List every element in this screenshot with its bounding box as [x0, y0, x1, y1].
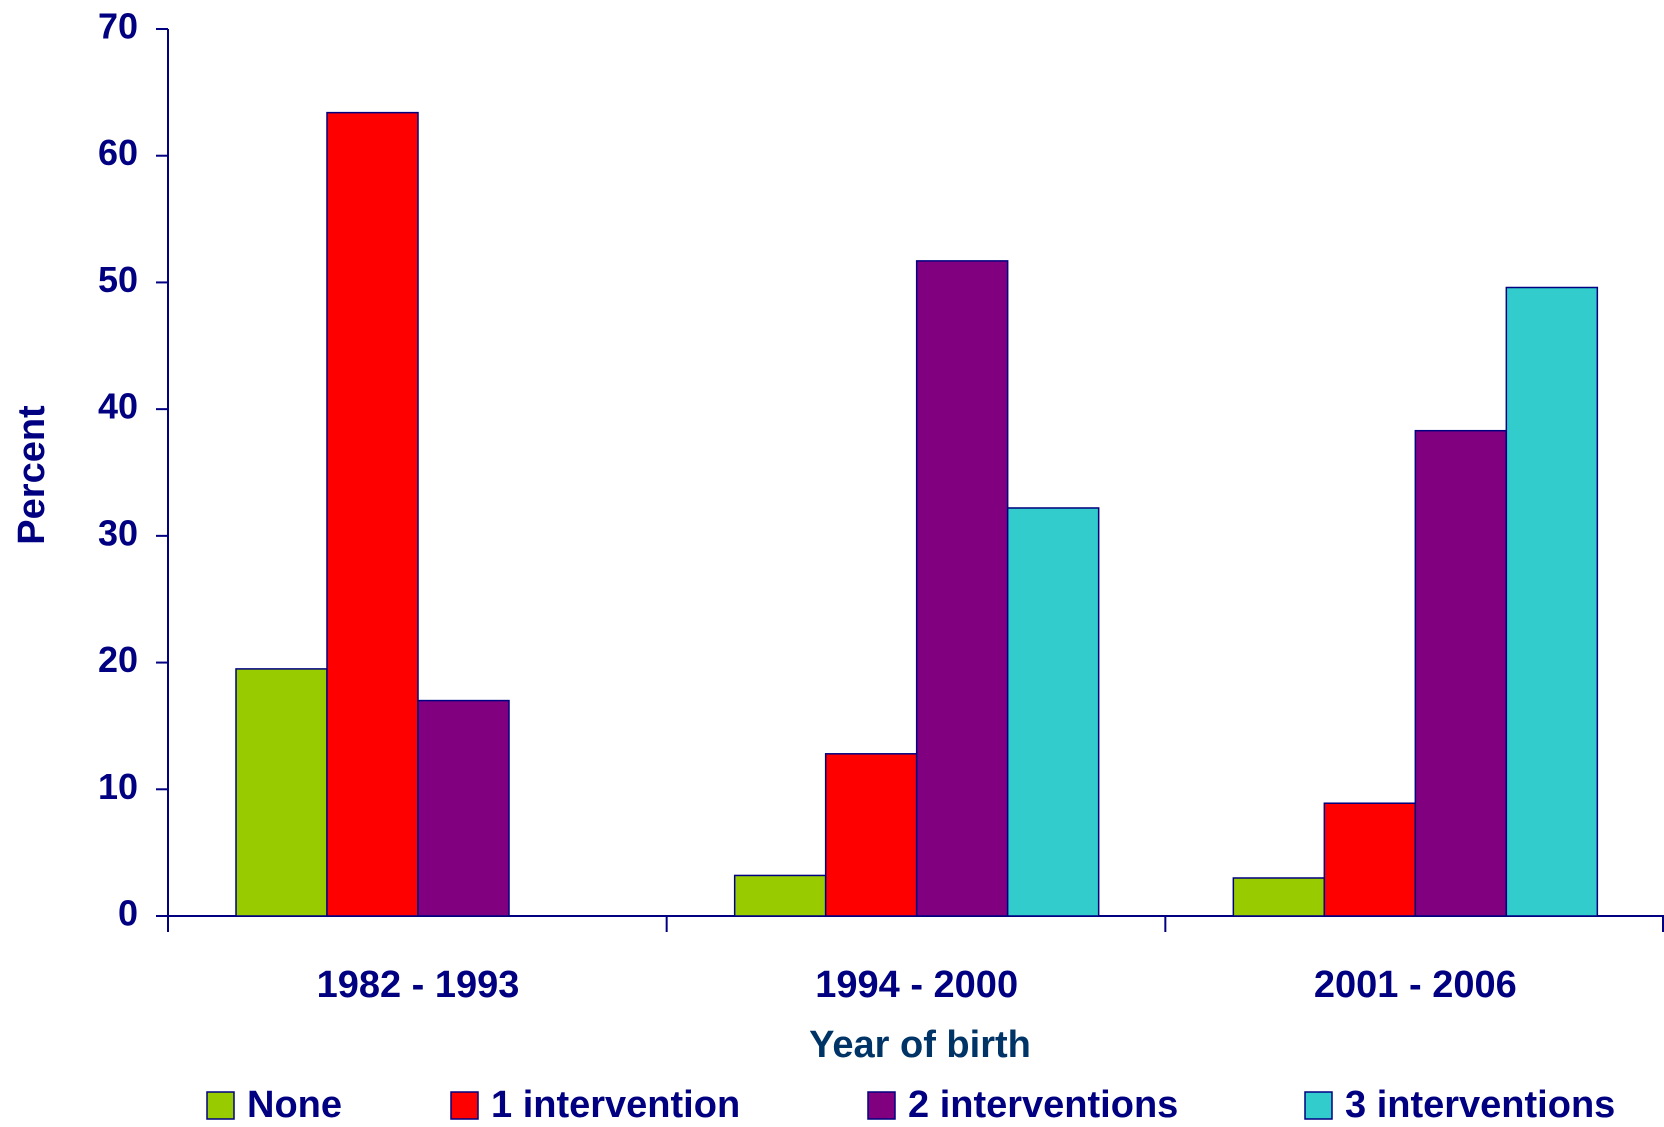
- bar: [326, 111, 419, 917]
- y-tick-label: 20: [98, 639, 138, 680]
- bar: [1006, 507, 1100, 917]
- bar: [417, 699, 510, 917]
- legend-label: 3 interventions: [1345, 1084, 1615, 1126]
- bar: [1505, 286, 1599, 917]
- bar: [1323, 802, 1417, 917]
- y-tick-label: 70: [98, 6, 138, 47]
- bar: [1232, 877, 1326, 917]
- y-axis-title: Percent: [11, 405, 53, 545]
- x-tick-label: 1994 - 2000: [815, 964, 1018, 1006]
- legend-label: 1 intervention: [491, 1084, 740, 1126]
- legend-swatch: [1304, 1091, 1333, 1120]
- legend-label: 2 interventions: [908, 1084, 1178, 1126]
- y-tick-label: 40: [98, 386, 138, 427]
- bar: [235, 668, 328, 917]
- bar: [915, 260, 1009, 917]
- y-tick-label: 0: [118, 893, 138, 934]
- legend-label: None: [247, 1084, 342, 1126]
- y-tick-label: 10: [98, 766, 138, 807]
- x-tick-label: 2001 - 2006: [1314, 964, 1517, 1006]
- x-tick-label: 1982 - 1993: [317, 964, 520, 1006]
- bar: [733, 874, 827, 917]
- bar: [824, 753, 918, 917]
- y-tick-label: 30: [98, 512, 138, 553]
- legend-swatch: [867, 1091, 896, 1120]
- y-tick-label: 50: [98, 259, 138, 300]
- legend-swatch: [450, 1091, 479, 1120]
- bar: [1414, 429, 1508, 917]
- legend-swatch: [206, 1091, 235, 1120]
- x-axis-title: Year of birth: [809, 1024, 1031, 1066]
- y-tick-label: 60: [98, 132, 138, 173]
